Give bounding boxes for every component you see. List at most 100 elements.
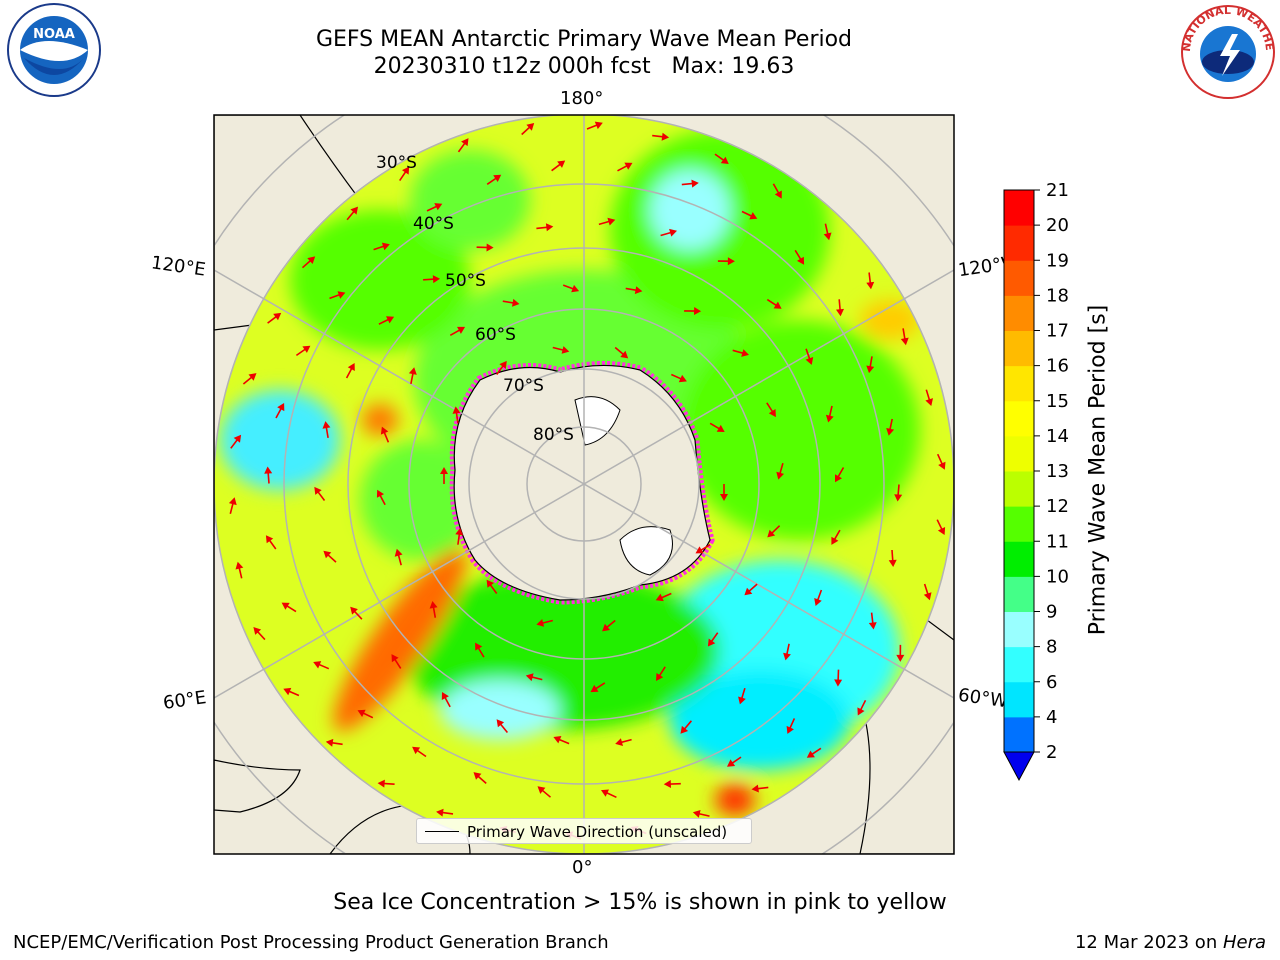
colorbar-block bbox=[1004, 471, 1034, 507]
wave-arrow-head bbox=[376, 489, 384, 498]
lon-label-180: 180° bbox=[560, 88, 604, 109]
wave-arrow-head bbox=[486, 579, 494, 588]
colorbar-tick-label: 19 bbox=[1046, 250, 1069, 271]
colorbar-tick-label: 13 bbox=[1046, 461, 1069, 482]
wave-arrow-head bbox=[663, 780, 671, 788]
wave-arrow-head bbox=[323, 550, 332, 559]
wave-arrow-head bbox=[868, 622, 877, 630]
lat-label: 50°S bbox=[445, 271, 486, 291]
wave-arrow-head bbox=[601, 789, 609, 797]
wave-arrow-head bbox=[347, 363, 355, 371]
wave-arrow-head bbox=[797, 256, 805, 265]
colorbar-tick-label: 20 bbox=[1046, 215, 1069, 236]
wave-arrow-head bbox=[678, 374, 687, 383]
wave-arrow-head bbox=[553, 736, 562, 744]
wave-arrow-head bbox=[749, 212, 758, 220]
legend-label: Primary Wave Direction (unscaled) bbox=[467, 823, 728, 841]
graticule bbox=[214, 115, 954, 854]
colorbar-tick-label: 9 bbox=[1046, 602, 1057, 623]
colorbar-block bbox=[1004, 330, 1034, 367]
colorbar-tick-label: 18 bbox=[1046, 285, 1069, 306]
wave-arrow-head bbox=[512, 298, 520, 307]
wave-arrow-head bbox=[620, 350, 629, 359]
map-title: GEFS MEAN Antarctic Primary Wave Mean Pe… bbox=[315, 27, 853, 52]
wave-arrow-head bbox=[412, 746, 421, 755]
wave-arrow-head bbox=[783, 652, 791, 661]
wave-arrow-head bbox=[805, 357, 814, 365]
colorbar-block bbox=[1004, 506, 1034, 542]
wave-arrow-head bbox=[896, 654, 905, 662]
lon-label-0: 0° bbox=[572, 857, 593, 878]
wave-arrow-head bbox=[313, 661, 322, 669]
colorbar-label: Primary Wave Mean Period [s] bbox=[1085, 304, 1111, 636]
footer-date: 12 Mar 2023 on Hera bbox=[1075, 932, 1266, 953]
wave-arrow-head bbox=[265, 535, 274, 544]
footer-credit: NCEP/EMC/Verification Post Processing Pr… bbox=[13, 932, 609, 953]
plot-frame bbox=[213, 114, 955, 855]
madagascar-land bbox=[214, 759, 301, 813]
colorbar-tick-label: 11 bbox=[1046, 531, 1069, 552]
wave-arrow-head bbox=[727, 759, 736, 767]
colorbar-tick-label: 8 bbox=[1046, 637, 1057, 658]
wave-arrow-head bbox=[277, 403, 285, 412]
wave-arrow-head bbox=[350, 206, 358, 215]
wave-arrow-head bbox=[440, 467, 448, 474]
wave-arrow-head bbox=[455, 527, 464, 536]
wave-arrow-head bbox=[525, 673, 534, 682]
colorbar-tick-label: 12 bbox=[1046, 496, 1069, 517]
wave-arrow-head bbox=[694, 307, 702, 315]
colorbar-block bbox=[1004, 716, 1034, 753]
wave-arrow-head bbox=[751, 784, 759, 793]
noaa-logo: NOAA bbox=[7, 3, 101, 97]
colorbar-tick-label: 21 bbox=[1046, 180, 1069, 201]
wave-arrow-head bbox=[536, 619, 545, 627]
wave-arrow-head bbox=[434, 203, 443, 211]
wave-arrow-head bbox=[825, 414, 834, 423]
wave-arrow-head bbox=[499, 360, 507, 369]
colorbar-block bbox=[1004, 435, 1034, 472]
wave-arrow-head bbox=[283, 687, 292, 696]
wave-arrow-head bbox=[738, 696, 746, 705]
wave-arrow-head bbox=[773, 301, 782, 309]
nws-logo: NATIONAL WEATHER SERVICE bbox=[1176, 0, 1276, 99]
wave-arrow-head bbox=[720, 156, 729, 164]
lightning-icon bbox=[1220, 34, 1240, 76]
wave-arrow-head bbox=[695, 546, 704, 554]
lat-label: 80°S bbox=[533, 425, 574, 445]
wave-arrow-head bbox=[925, 398, 933, 406]
wave-arrow-head bbox=[923, 592, 932, 601]
wave-arrow-head bbox=[866, 281, 875, 290]
wave-arrow-head bbox=[386, 316, 395, 324]
wave-arrow-head bbox=[281, 602, 290, 610]
colorbar-tick-label: 2 bbox=[1046, 742, 1057, 763]
latitude-labels: 30°S 40°S 50°S 60°S 70°S 80°S bbox=[376, 153, 574, 445]
colorbar-block bbox=[1004, 190, 1034, 226]
wave-arrow-head bbox=[888, 559, 897, 567]
wave-arrow-head bbox=[441, 692, 449, 700]
wave-arrow-head bbox=[350, 606, 358, 615]
wave-arrow-head bbox=[831, 536, 839, 545]
wave-arrow-head bbox=[307, 256, 316, 264]
wave-arrow-head bbox=[408, 367, 417, 375]
wave-arrow-head bbox=[432, 275, 440, 284]
colorbar-block bbox=[1004, 260, 1034, 296]
footer-date-text: 12 Mar 2023 on bbox=[1074, 932, 1223, 953]
lat-label: 60°S bbox=[475, 325, 516, 345]
colorbar-tick-label: 14 bbox=[1046, 426, 1069, 447]
wave-arrow-head bbox=[493, 174, 502, 182]
colorbar-extend bbox=[1003, 751, 1035, 782]
wave-arrow-head bbox=[377, 779, 385, 788]
wave-arrow-head bbox=[557, 160, 566, 168]
colorbar-block bbox=[1004, 611, 1034, 648]
sea-ice-note: Sea Ice Concentration > 15% is shown in … bbox=[333, 890, 947, 915]
wave-arrow-head bbox=[302, 345, 311, 353]
wave-arrow-head bbox=[691, 179, 699, 188]
wave-arrow-head bbox=[322, 421, 331, 429]
wave-arrow-head bbox=[273, 312, 282, 321]
wave-arrow-head bbox=[938, 461, 946, 470]
wave-arrow-head bbox=[814, 598, 822, 606]
wave-arrow-head bbox=[357, 709, 366, 717]
wave-arrow-head bbox=[537, 786, 546, 794]
wave-arrow-head bbox=[744, 587, 753, 596]
wave-arrow-head bbox=[655, 593, 664, 602]
